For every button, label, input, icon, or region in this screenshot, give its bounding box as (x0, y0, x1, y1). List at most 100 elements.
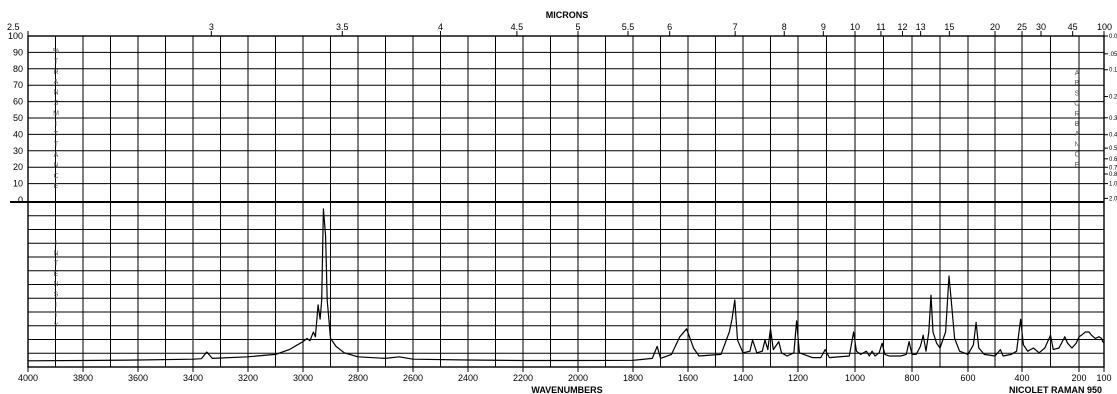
micron-tick-label: 5.5 (622, 22, 635, 32)
transmittance-tick-label: 50 (13, 113, 23, 123)
transmittance-tick-label: 60 (13, 97, 23, 107)
x-tick-label: 3800 (73, 373, 93, 383)
transmittance-tick-label: 90 (13, 47, 23, 57)
absorbance-tick-label: 0.0 (1109, 34, 1117, 40)
x-tick-label: 3000 (293, 373, 313, 383)
transmittance-tick-label: 100 (8, 31, 23, 41)
intensity-axis-title-char: E (54, 271, 59, 278)
absorbance-tick-label: 0.6 (1109, 157, 1117, 163)
transmittance-tick-label: 10 (13, 179, 23, 189)
absorbance-axis-title-char: R (1074, 111, 1079, 118)
transmittance-axis-title-char: I (55, 121, 57, 128)
micron-tick-label: 11 (876, 22, 885, 32)
intensity-axis-title-char: T (54, 312, 59, 319)
x-tick-label: 2600 (403, 373, 423, 383)
x-tick-label: 3200 (238, 373, 258, 383)
intensity-axis-title-char: N (53, 250, 58, 257)
transmittance-axis-title-char: T (54, 58, 59, 65)
x-tick-label: 600 (960, 373, 975, 383)
absorbance-tick-label: .05 (1109, 52, 1117, 58)
x-tick-label: 1400 (733, 373, 753, 383)
x-tick-label: 800 (904, 373, 919, 383)
absorbance-axis-title-char: B (1075, 80, 1080, 87)
absorbance-axis-title-char: S (1075, 90, 1080, 97)
transmittance-axis-title-char: N (53, 90, 58, 97)
absorbance-tick-label: 2.0 (1109, 196, 1117, 202)
micron-tick-label: 100 (1097, 22, 1112, 32)
micron-tick-label: 4 (438, 22, 443, 32)
intensity-axis-title-char: I (55, 240, 57, 247)
micron-tick-label: 2.5 (7, 22, 20, 32)
absorbance-axis-title-char: A (1075, 131, 1080, 138)
absorbance-tick-label: 0.3 (1109, 116, 1117, 122)
transmittance-axis-title-char: R (53, 69, 58, 76)
chart-ticks (27, 31, 1108, 372)
x-tick-label: 1600 (678, 373, 698, 383)
intensity-axis-title-char: N (53, 281, 58, 288)
micron-tick-label: 25 (1017, 22, 1027, 32)
micron-tick-label: 30 (1036, 22, 1046, 32)
micron-tick-label: 9 (821, 22, 826, 32)
micron-tick-label: 4.5 (511, 22, 524, 32)
transmittance-tick-label: 80 (13, 64, 23, 74)
micron-tick-label: 15 (944, 22, 954, 32)
transmittance-axis-title-char: % (53, 48, 59, 55)
absorbance-axis-title-char: C (1074, 152, 1079, 159)
x-tick-label: 3600 (128, 373, 148, 383)
transmittance-axis-title-char: N (53, 162, 58, 169)
intensity-axis-title-char: Y (54, 322, 59, 329)
micron-tick-label: 7 (733, 22, 738, 32)
micron-tick-label: 13 (916, 22, 926, 32)
transmittance-tick-label: 0 (18, 195, 23, 205)
absorbance-axis-title-char: O (1074, 101, 1080, 108)
absorbance-tick-label: 0.7 (1109, 165, 1117, 171)
x-tick-label: 100 (1096, 373, 1111, 383)
transmittance-axis-title-char: A (54, 79, 59, 86)
x-tick-label: 2400 (458, 373, 478, 383)
micron-tick-label: 5 (575, 22, 580, 32)
x-tick-label: 4000 (18, 373, 38, 383)
x-tick-label: 2800 (348, 373, 368, 383)
micron-tick-label: 45 (1068, 22, 1078, 32)
absorbance-tick-label: 0.5 (1109, 146, 1117, 152)
spectrum-line (27, 208, 1105, 362)
transmittance-axis-title-char: T (54, 131, 59, 138)
x-tick-label: 400 (1014, 373, 1029, 383)
transmittance-axis-title-char: E (54, 183, 59, 190)
x-tick-label: 2200 (513, 373, 533, 383)
micron-tick-label: 3.5 (336, 22, 349, 32)
top-axis-title: MICRONS (546, 10, 589, 20)
micron-tick-label: 12 (897, 22, 907, 32)
micron-tick-label: 8 (782, 22, 787, 32)
micron-tick-label: 6 (667, 22, 672, 32)
absorbance-tick-label: 0.8 (1109, 172, 1117, 178)
instrument-label: NICOLET RAMAN 950 (1009, 385, 1102, 394)
absorbance-axis-title-char: E (1075, 162, 1080, 169)
absorbance-tick-label: 0.1 (1109, 68, 1117, 74)
x-tick-label: 1000 (845, 373, 865, 383)
transmittance-axis-title-char: C (53, 173, 58, 180)
absorbance-axis-title-char: A (1075, 70, 1080, 77)
transmittance-tick-label: 20 (13, 162, 23, 172)
micron-tick-label: 3 (209, 22, 214, 32)
x-tick-label: 1800 (623, 373, 643, 383)
intensity-axis-title-char: S (54, 292, 59, 299)
absorbance-tick-label: 0.4 (1109, 133, 1117, 139)
transmittance-tick-label: 40 (13, 129, 23, 139)
bottom-axis-title: WAVENUMBERS (531, 385, 602, 394)
intensity-axis-title-char: I (55, 302, 57, 309)
transmittance-tick-label: 30 (13, 146, 23, 156)
absorbance-axis-title-char: B (1075, 121, 1080, 128)
x-tick-label: 2000 (568, 373, 588, 383)
absorbance-axis-title-char: N (1074, 141, 1079, 148)
transmittance-axis-title-char: S (54, 100, 59, 107)
transmittance-axis-title-char: T (54, 142, 59, 149)
transmittance-tick-label: 70 (13, 80, 23, 90)
micron-tick-label: 20 (990, 22, 1000, 32)
absorbance-tick-label: 0.2 (1109, 95, 1117, 101)
x-tick-label: 200 (1071, 373, 1086, 383)
